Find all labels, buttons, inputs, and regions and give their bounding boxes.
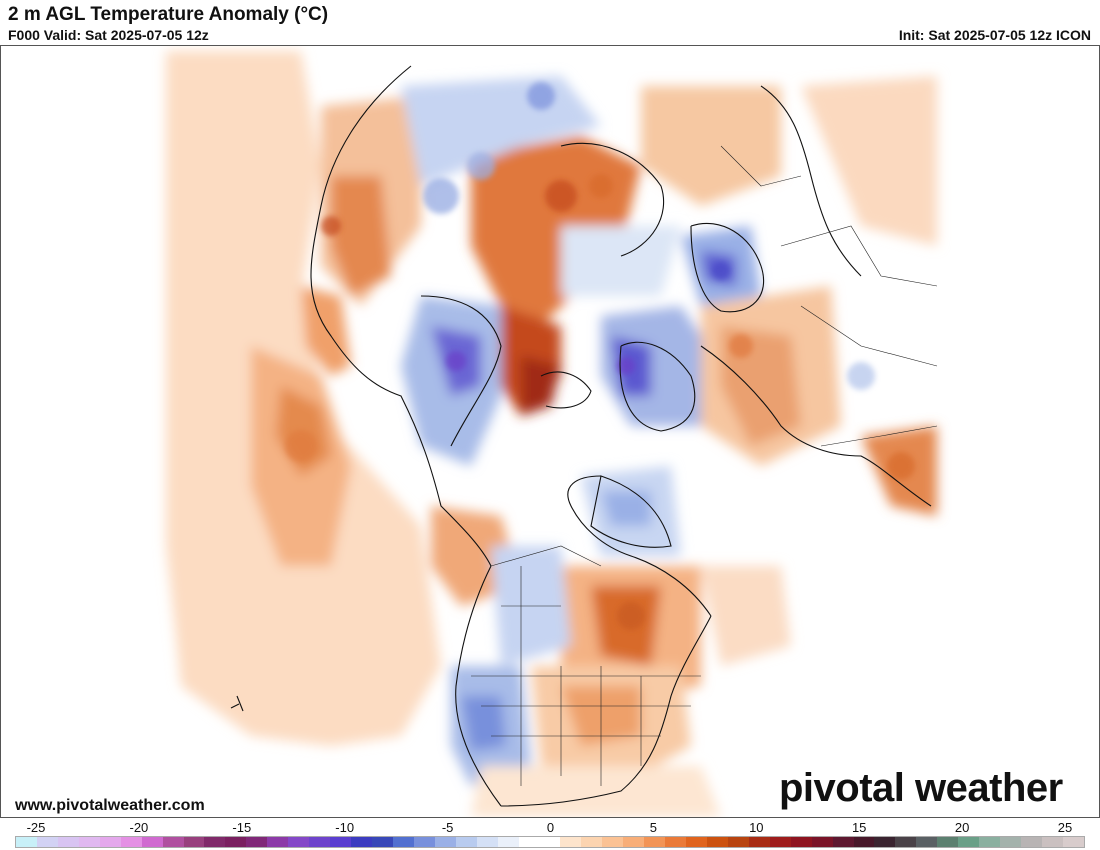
colorbar-cell bbox=[706, 837, 728, 847]
colorbar-cell bbox=[162, 837, 184, 847]
map-canvas[interactable] bbox=[0, 45, 1100, 818]
colorbar-cell bbox=[183, 837, 205, 847]
colorbar-cell bbox=[979, 837, 1001, 847]
colorbar-cell bbox=[769, 837, 791, 847]
colorbar-cell bbox=[413, 837, 435, 847]
colorbar-cell bbox=[644, 837, 666, 847]
colorbar-cell bbox=[141, 837, 163, 847]
colorbar-cell bbox=[78, 837, 100, 847]
colorbar-cell bbox=[727, 837, 749, 847]
colorbar-cell bbox=[1041, 837, 1063, 847]
colorbar-cell bbox=[288, 837, 310, 847]
colorbar-cell bbox=[36, 837, 58, 847]
colorbar-tick-label: 20 bbox=[954, 820, 970, 835]
colorbar-cell bbox=[476, 837, 498, 847]
colorbar-tick-label: -5 bbox=[441, 820, 454, 835]
boundaries bbox=[471, 145, 938, 786]
colorbar-tick-label: 15 bbox=[851, 820, 867, 835]
colorbar-cell bbox=[895, 837, 917, 847]
colorbar-cell bbox=[581, 837, 603, 847]
colorbar-cell bbox=[937, 837, 959, 847]
colorbar-cell bbox=[267, 837, 289, 847]
colorbar-cell bbox=[916, 837, 938, 847]
website-watermark: www.pivotalweather.com bbox=[15, 797, 205, 814]
init-time: Init: Sat 2025-07-05 12z ICON bbox=[898, 27, 1091, 43]
colorbar-cell bbox=[1000, 837, 1021, 847]
colorbar-tick-label: 10 bbox=[749, 820, 764, 835]
colorbar-cell bbox=[790, 837, 812, 847]
colorbar-tick-label: 5 bbox=[649, 820, 658, 835]
colorbar-tick-label: -20 bbox=[129, 820, 149, 835]
colorbar-cell bbox=[330, 837, 351, 847]
colorbar-tick-label: 0 bbox=[546, 820, 555, 835]
colorbar-tick-label: 25 bbox=[1057, 820, 1073, 835]
colorbar-cell bbox=[120, 837, 142, 847]
colorbar-cell bbox=[371, 837, 393, 847]
colorbar-cell bbox=[204, 837, 226, 847]
colorbar-cell bbox=[99, 837, 121, 847]
colorbar-cell bbox=[539, 837, 561, 847]
colorbar-cell bbox=[1062, 837, 1084, 847]
colorbar-cell bbox=[853, 837, 875, 847]
colorbar-cell bbox=[225, 837, 247, 847]
anomaly-texture bbox=[285, 82, 915, 630]
colorbar-legend bbox=[15, 836, 1085, 848]
colorbar-cell bbox=[623, 837, 645, 847]
colorbar-cell bbox=[434, 837, 456, 847]
colorbar-tick-label: -10 bbox=[335, 820, 355, 835]
colorbar-cell bbox=[602, 837, 624, 847]
colorbar-cell bbox=[57, 837, 79, 847]
colorbar-cell bbox=[518, 837, 540, 847]
colorbar-cell bbox=[686, 837, 707, 847]
colorbar-cell bbox=[958, 837, 980, 847]
colorbar-tick-label: -15 bbox=[232, 820, 252, 835]
colorbar-cell bbox=[665, 837, 686, 847]
map-header: 2 m AGL Temperature Anomaly (°C) F000 Va… bbox=[0, 0, 1100, 46]
colorbar-cell bbox=[309, 837, 331, 847]
colorbar-cell bbox=[497, 837, 519, 847]
pivotal-weather-logo: pivotal weather bbox=[779, 766, 1063, 810]
colorbar-cell bbox=[16, 837, 37, 847]
colorbar-ticks: -25 -20 -15 -10 -5 0 5 10 15 20 25 bbox=[15, 820, 1085, 835]
coastlines bbox=[230, 65, 932, 807]
colorbar-tick-label: -25 bbox=[26, 820, 46, 835]
colorbar-cell bbox=[392, 837, 414, 847]
colorbar-cell bbox=[560, 837, 582, 847]
colorbar-cell bbox=[455, 837, 477, 847]
colorbar-cell bbox=[874, 837, 896, 847]
colorbar-cell bbox=[832, 837, 854, 847]
colorbar-cell bbox=[811, 837, 833, 847]
colorbar-cell bbox=[351, 837, 372, 847]
anomaly-map bbox=[164, 46, 938, 817]
colorbar-cell bbox=[246, 837, 268, 847]
colorbar-cell bbox=[748, 837, 770, 847]
map-title: 2 m AGL Temperature Anomaly (°C) bbox=[8, 4, 329, 25]
colorbar-cell bbox=[1021, 837, 1042, 847]
valid-time: F000 Valid: Sat 2025-07-05 12z bbox=[8, 27, 209, 43]
